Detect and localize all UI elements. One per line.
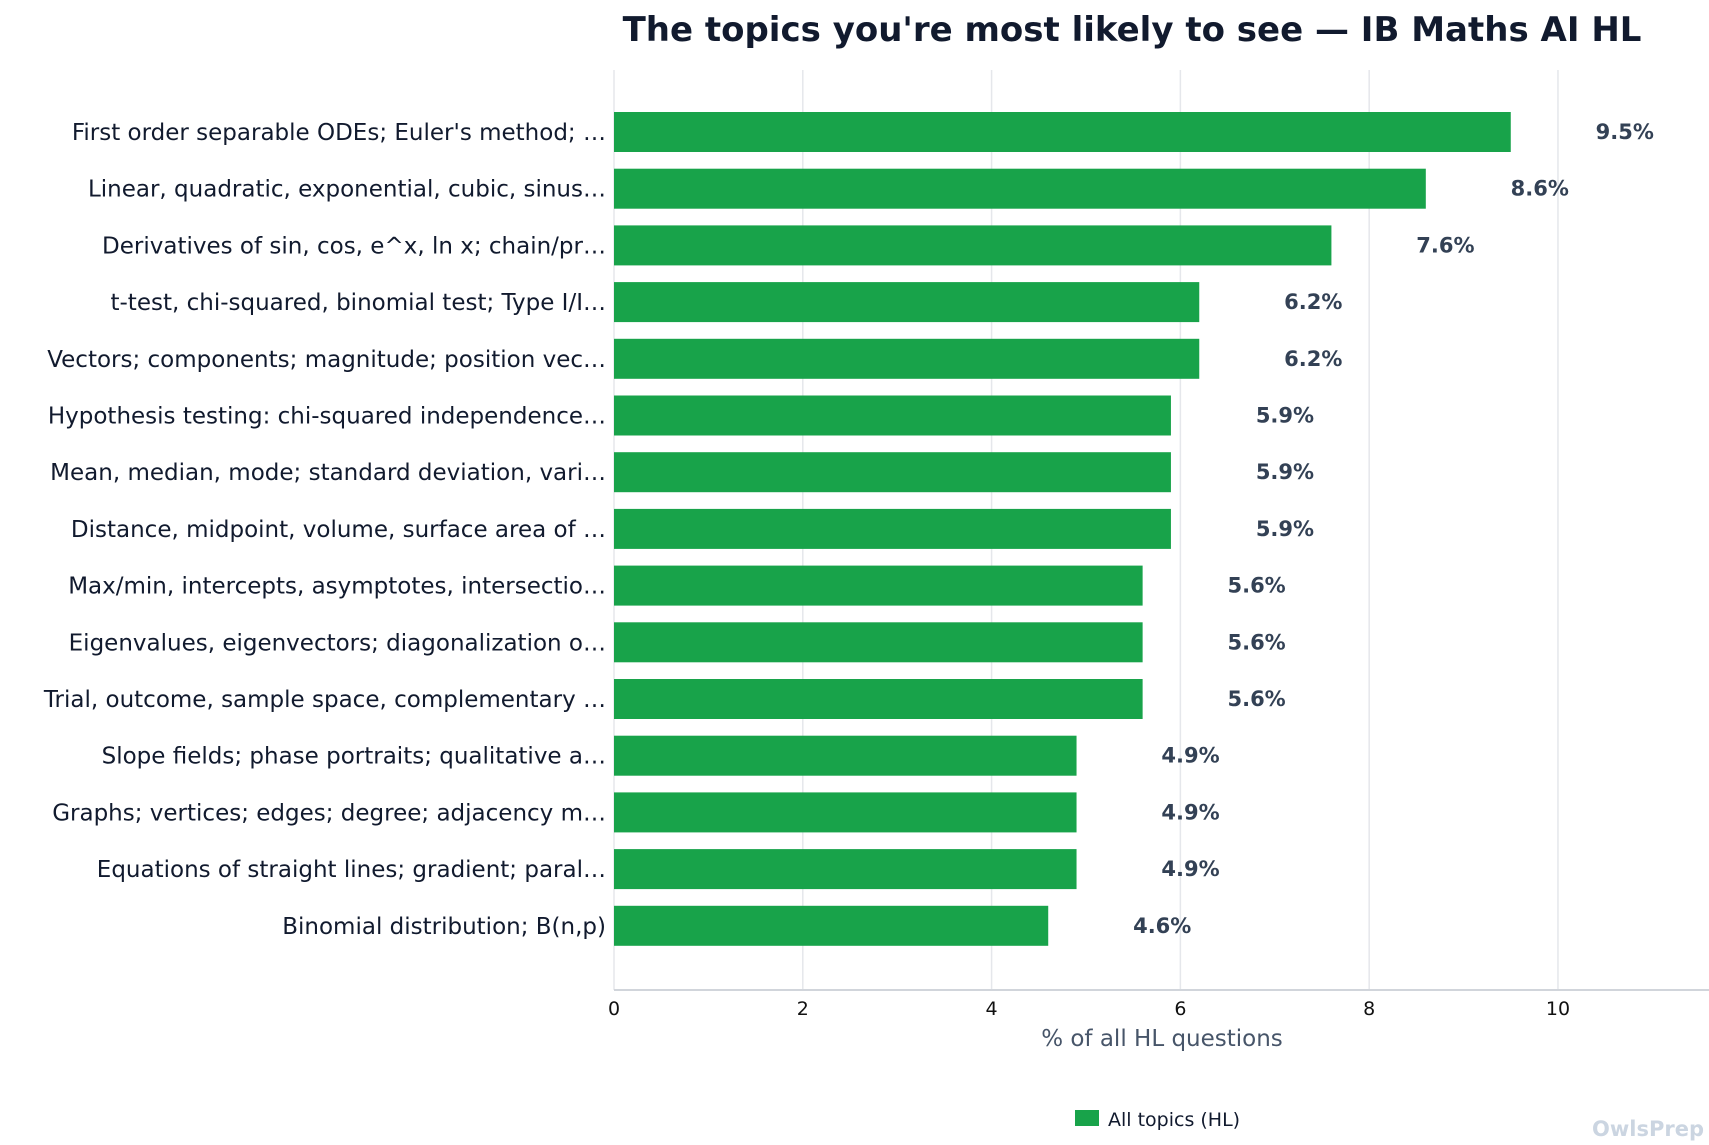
bars bbox=[614, 112, 1511, 946]
value-label-15: 4.6% bbox=[1133, 914, 1191, 938]
value-labels: 9.5% 8.6% 7.6% 6.2% 6.2% 5.9% 5.9% 5.9% 5.6% 5.6%… bbox=[1133, 120, 1654, 938]
category-label-7: Mean, median, mode; standard deviation, … bbox=[50, 460, 606, 486]
value-label-7: 5.9% bbox=[1256, 460, 1314, 484]
category-label-3: Derivatives of sin, cos, e^x, ln x; chai… bbox=[102, 233, 606, 259]
gridlines bbox=[613, 70, 1709, 991]
category-label-14: Equations of straight lines; gradient; p… bbox=[97, 857, 606, 883]
bar-2 bbox=[614, 168, 1426, 209]
bar-7 bbox=[614, 452, 1171, 493]
value-label-1: 9.5% bbox=[1596, 120, 1654, 144]
value-label-3: 7.6% bbox=[1416, 233, 1474, 257]
category-label-12: Slope fields; phase portraits; qualitati… bbox=[102, 744, 606, 770]
x-tick-label-10: 10 bbox=[1546, 998, 1570, 1020]
value-label-5: 6.2% bbox=[1284, 347, 1342, 371]
bar-4 bbox=[614, 282, 1200, 323]
x-tick-label-8: 8 bbox=[1363, 998, 1375, 1020]
x-tick-label-6: 6 bbox=[1174, 998, 1186, 1020]
bar-9 bbox=[614, 565, 1143, 606]
category-label-8: Distance, midpoint, volume, surface area… bbox=[71, 517, 606, 543]
chart-title: The topics you're most likely to see — I… bbox=[623, 10, 1642, 50]
value-label-12: 4.9% bbox=[1161, 744, 1219, 768]
category-label-15: Binomial distribution; B(n,p) bbox=[282, 914, 606, 940]
x-tick-label-4: 4 bbox=[986, 998, 998, 1020]
bar-8 bbox=[614, 508, 1171, 549]
value-label-8: 5.9% bbox=[1256, 517, 1314, 541]
bar-1 bbox=[614, 112, 1511, 152]
bar-3 bbox=[614, 225, 1332, 266]
value-label-6: 5.9% bbox=[1256, 404, 1314, 428]
x-axis-label: % of all HL questions bbox=[1041, 1026, 1283, 1052]
value-label-9: 5.6% bbox=[1227, 574, 1285, 598]
legend-label: All topics (HL) bbox=[1108, 1109, 1240, 1131]
bar-13 bbox=[614, 792, 1077, 833]
bar-14 bbox=[614, 849, 1077, 890]
bar-12 bbox=[614, 735, 1077, 776]
category-labels: First order separable ODEs; Euler's meth… bbox=[43, 120, 606, 940]
x-tick-label-2: 2 bbox=[797, 998, 809, 1020]
value-label-2: 8.6% bbox=[1511, 177, 1569, 201]
value-label-10: 5.6% bbox=[1227, 630, 1285, 654]
category-label-4: t-test, chi-squared, binomial test; Type… bbox=[110, 290, 606, 316]
category-label-6: Hypothesis testing: chi-squared independ… bbox=[48, 404, 606, 430]
legend: All topics (HL) bbox=[1075, 1109, 1240, 1131]
bar-11 bbox=[614, 679, 1143, 719]
watermark: OwlsPrep bbox=[1592, 1117, 1704, 1141]
value-label-14: 4.9% bbox=[1161, 857, 1219, 881]
category-label-5: Vectors; components; magnitude; position… bbox=[47, 347, 606, 373]
x-tick-label-0: 0 bbox=[608, 998, 620, 1020]
category-label-13: Graphs; vertices; edges; degree; adjacen… bbox=[52, 800, 606, 826]
bar-15 bbox=[614, 905, 1049, 946]
legend-swatch bbox=[1075, 1110, 1099, 1126]
category-label-2: Linear, quadratic, exponential, cubic, s… bbox=[88, 177, 606, 203]
value-label-13: 4.9% bbox=[1161, 800, 1219, 824]
bar-6 bbox=[614, 395, 1171, 436]
value-label-11: 5.6% bbox=[1227, 687, 1285, 711]
bar-5 bbox=[614, 338, 1200, 379]
category-label-9: Max/min, intercepts, asymptotes, interse… bbox=[68, 574, 606, 600]
bar-10 bbox=[614, 622, 1143, 663]
category-label-10: Eigenvalues, eigenvectors; diagonalizati… bbox=[69, 630, 606, 656]
category-label-1: First order separable ODEs; Euler's meth… bbox=[72, 120, 606, 146]
x-tick-labels: 0 2 4 6 8 10 bbox=[608, 998, 1570, 1020]
category-label-11: Trial, outcome, sample space, complement… bbox=[43, 687, 606, 713]
value-label-4: 6.2% bbox=[1284, 290, 1342, 314]
